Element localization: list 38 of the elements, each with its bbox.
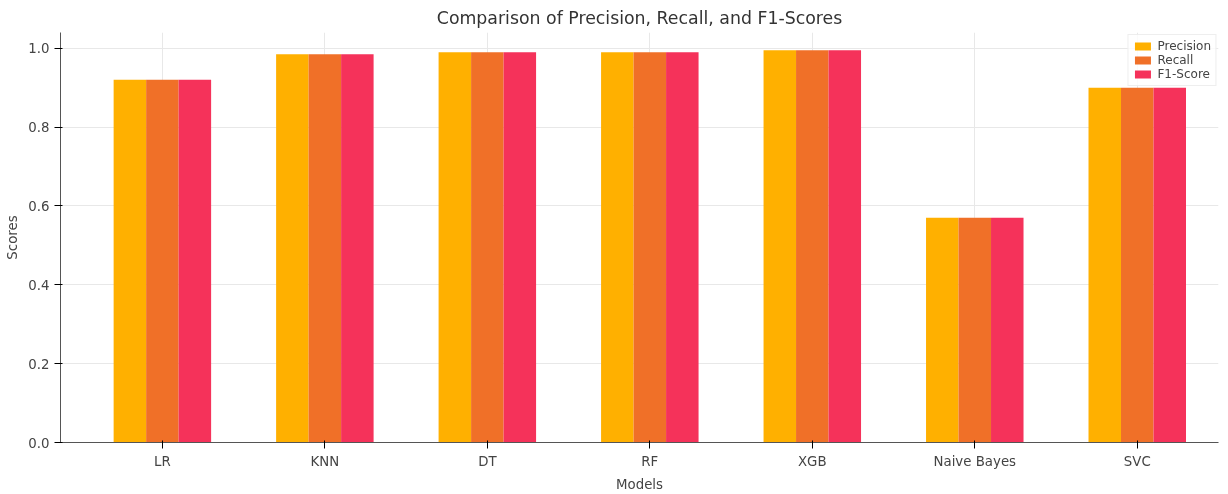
x-tick-label: RF (641, 453, 659, 469)
bar (763, 50, 797, 443)
legend-label: Precision (1157, 39, 1211, 53)
x-axis-title: Models (616, 476, 664, 492)
y-tick-label: 0.2 (28, 356, 50, 372)
bar (503, 52, 537, 443)
legend-label: Recall (1157, 53, 1194, 67)
x-tick-label: Naive Bayes (933, 453, 1017, 469)
bar (471, 52, 504, 443)
bar (828, 50, 862, 443)
legend-label: F1-Score (1157, 67, 1210, 81)
bar (146, 79, 179, 443)
bar (666, 52, 699, 443)
bar (341, 54, 374, 443)
y-tick-label: 0.6 (28, 198, 50, 214)
bar (991, 217, 1024, 443)
bar (796, 50, 829, 443)
y-tick-label: 0.4 (28, 277, 50, 293)
bar (276, 54, 309, 443)
bar (308, 54, 342, 443)
bar (958, 217, 992, 443)
bar (178, 79, 212, 443)
y-axis-title: Scores (5, 215, 21, 260)
y-tick-label: 1.0 (28, 41, 50, 57)
x-tick-label: KNN (310, 453, 340, 469)
chart-title: Comparison of Precision, Recall, and F1-Scores (436, 7, 843, 28)
y-tick-label: 0.0 (28, 435, 50, 451)
x-tick-label: SVC (1123, 453, 1151, 469)
bar (1088, 87, 1122, 443)
bar (926, 217, 959, 443)
bar (601, 52, 634, 443)
x-tick-label: DT (478, 453, 498, 469)
x-tick-label: LR (154, 453, 171, 469)
y-tick-label: 0.8 (28, 120, 50, 136)
x-tick-label: XGB (798, 453, 827, 469)
bar (113, 79, 147, 443)
bar (438, 52, 472, 443)
bar (633, 52, 667, 443)
